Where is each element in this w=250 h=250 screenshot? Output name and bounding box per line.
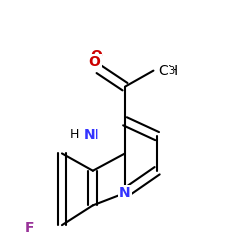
Text: H: H — [70, 128, 79, 141]
Text: N: N — [83, 128, 95, 142]
Text: O: O — [88, 55, 100, 69]
Text: H: H — [70, 128, 81, 141]
Text: N: N — [119, 186, 131, 200]
Text: N: N — [87, 128, 99, 142]
Text: F: F — [25, 220, 34, 234]
Text: CH: CH — [158, 64, 180, 78]
Text: 3: 3 — [168, 63, 175, 73]
Text: O: O — [91, 49, 102, 63]
Text: 3: 3 — [168, 66, 174, 76]
Text: CH: CH — [158, 64, 178, 78]
Text: F: F — [25, 220, 34, 234]
Text: N: N — [119, 186, 131, 200]
